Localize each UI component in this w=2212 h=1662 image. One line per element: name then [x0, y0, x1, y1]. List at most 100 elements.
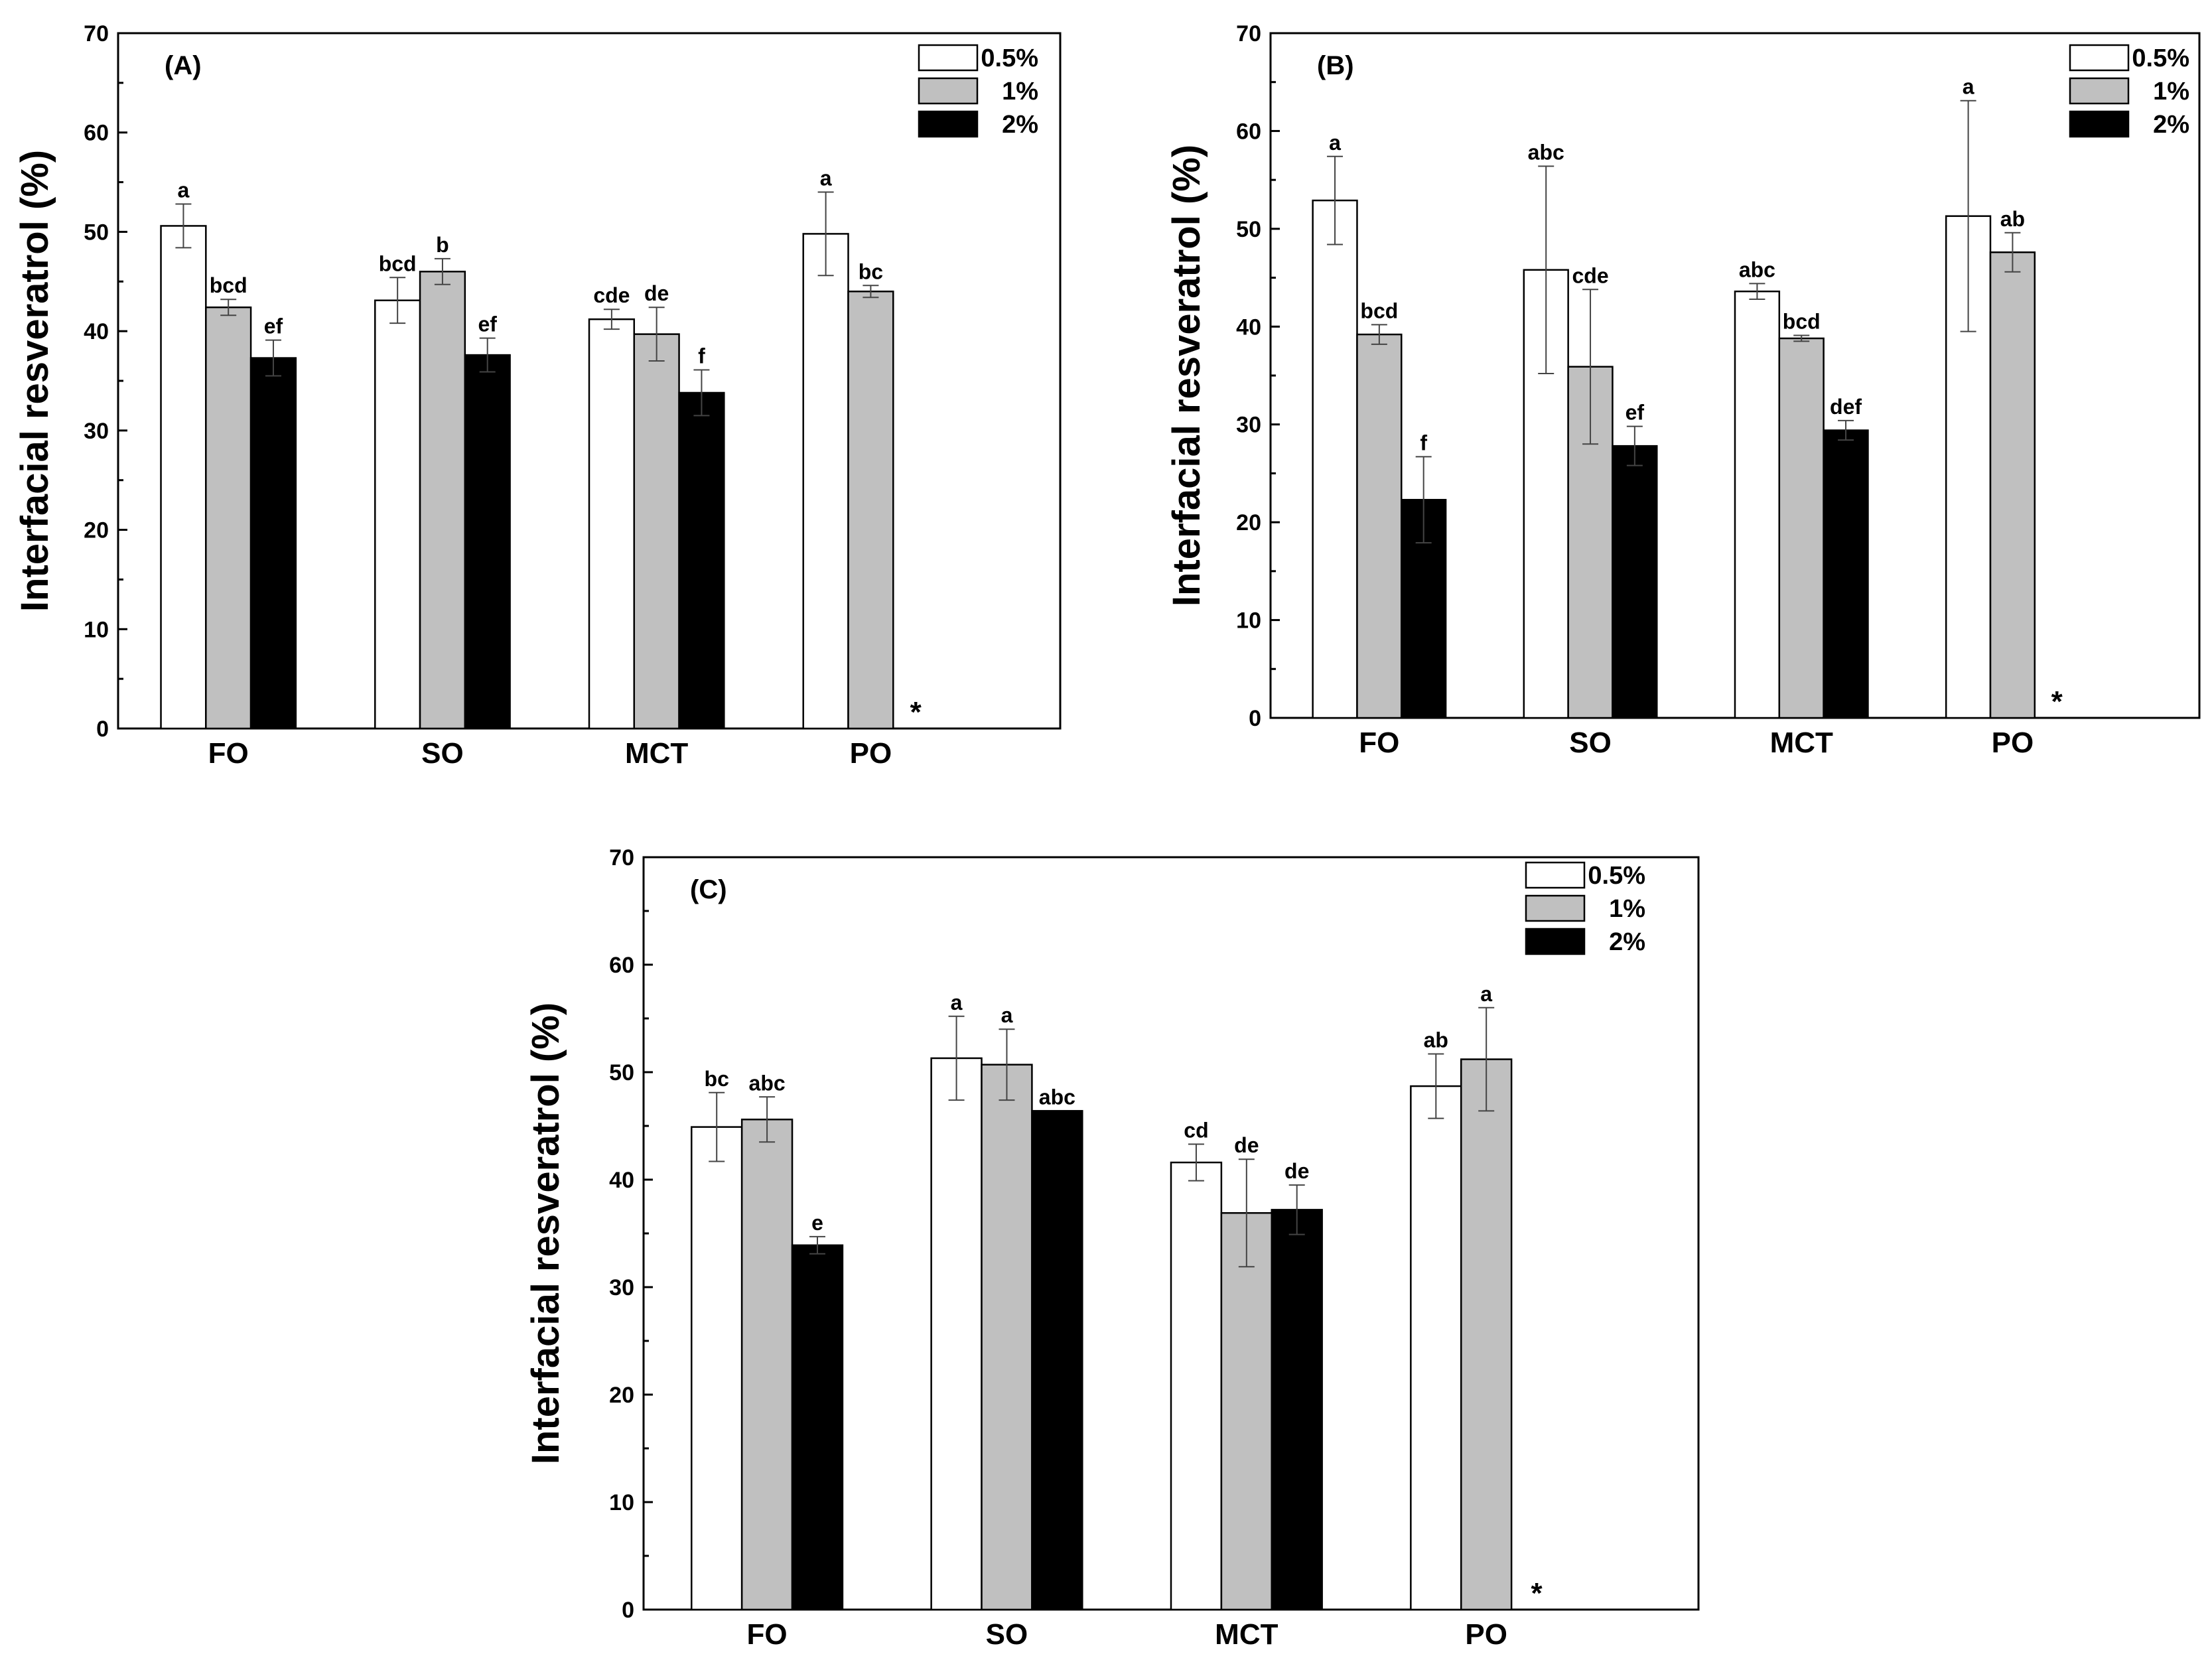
y-tick-label: 60	[84, 121, 109, 146]
significance-label: a	[1480, 982, 1492, 1006]
legend-swatch	[1525, 894, 1586, 922]
y-tick-label: 0	[1249, 706, 1261, 731]
y-tick-label: 30	[609, 1275, 634, 1300]
legend-swatch	[2069, 110, 2130, 138]
x-tick-label: SO	[986, 1618, 1028, 1651]
y-tick-label: 40	[84, 319, 109, 344]
x-tick-label: PO	[850, 737, 892, 770]
significance-label: bc	[859, 259, 883, 283]
x-tick-label: FO	[747, 1618, 788, 1651]
significance-label: a	[820, 167, 832, 190]
bar	[205, 306, 252, 730]
bar	[588, 318, 636, 730]
x-tick-label: MCT	[625, 737, 688, 770]
bar	[633, 333, 680, 730]
y-tick-label: 60	[1236, 119, 1261, 144]
legend-swatch	[918, 44, 979, 72]
bar	[464, 354, 511, 730]
significance-label: cd	[1184, 1119, 1208, 1143]
chart-panel-c: 0 10 20 30 40 50 60 70 Interfacial resveratrol (…	[524, 845, 1700, 1651]
bar	[1823, 429, 1869, 719]
bar	[1734, 290, 1781, 719]
legend-label: 1%	[1609, 895, 1645, 923]
bar	[1031, 1110, 1083, 1611]
significance-label: bcd	[1783, 310, 1821, 334]
y-axis-label: Interfacial resveratrol (%)	[524, 1003, 567, 1464]
significance-label: abc	[749, 1071, 786, 1095]
bar	[791, 1244, 844, 1611]
x-tick-label: FO	[1359, 727, 1399, 759]
y-axis-label: Interfacial resveratrol (%)	[13, 150, 56, 612]
x-tick-label: MCT	[1215, 1618, 1278, 1651]
significance-label: a	[1329, 131, 1341, 155]
significance-label: cde	[1572, 263, 1608, 287]
legend-swatch	[1525, 861, 1586, 889]
legend-swatch	[918, 110, 979, 138]
y-tick-label: 70	[84, 21, 109, 46]
significance-label: a	[951, 991, 963, 1014]
legend-swatch	[918, 77, 979, 105]
y-tick-label: 30	[84, 419, 109, 444]
significance-label: ef	[264, 314, 283, 338]
chart-panel-b: 0 10 20 30 40 50 60 70 Interfacial resveratrol (…	[1165, 21, 2201, 759]
bar	[1271, 1209, 1323, 1611]
bar	[160, 225, 207, 730]
legend-label: 0.5%	[1588, 862, 1645, 890]
bar	[691, 1126, 743, 1611]
y-tick-label: 60	[609, 953, 634, 978]
bar	[374, 299, 421, 730]
significance-label: f	[1420, 431, 1427, 454]
bar	[249, 357, 297, 730]
significance-label: b	[436, 233, 449, 257]
x-tick-label: SO	[1569, 727, 1612, 759]
legend-label: 1%	[2153, 78, 2189, 105]
legend-label: 2%	[2153, 111, 2189, 139]
chart-panel-a: 0 10 20 30 40 50 60 70 Interfacial resveratrol (…	[13, 21, 1062, 770]
y-tick-label: 0	[96, 717, 109, 742]
significance-label: abc	[1528, 141, 1564, 165]
bar	[930, 1057, 983, 1611]
significance-label: de	[1234, 1133, 1259, 1157]
x-tick-label: PO	[1992, 727, 2034, 759]
bar	[1356, 333, 1403, 719]
y-tick-label: 40	[1236, 314, 1261, 340]
y-tick-label: 20	[609, 1383, 634, 1408]
significance-label: de	[1284, 1159, 1309, 1183]
y-tick-label: 10	[84, 617, 109, 642]
bar	[1312, 199, 1358, 719]
bar	[802, 233, 849, 730]
bar	[1989, 251, 2036, 719]
x-tick-label: SO	[421, 737, 464, 770]
significance-label: abc	[1739, 257, 1775, 281]
bar	[1460, 1058, 1513, 1611]
bar	[678, 391, 725, 730]
significance-label: def	[1830, 395, 1862, 419]
missing-marker: *	[2051, 685, 2063, 718]
x-tick-label: MCT	[1770, 727, 1833, 759]
significance-label: ef	[478, 312, 497, 336]
legend-swatch	[2069, 77, 2130, 105]
panel-label: (B)	[1317, 51, 1354, 80]
significance-label: bcd	[379, 251, 417, 275]
y-tick-label: 50	[84, 220, 109, 245]
significance-label: bc	[705, 1067, 729, 1091]
y-tick-label: 50	[1236, 217, 1261, 242]
y-tick-label: 10	[609, 1490, 634, 1515]
y-tick-label: 40	[609, 1168, 634, 1193]
significance-label: abc	[1039, 1085, 1075, 1109]
bar	[740, 1119, 794, 1611]
bar	[1778, 337, 1825, 719]
bar	[981, 1064, 1033, 1611]
missing-marker: *	[1531, 1577, 1543, 1610]
significance-label: a	[1001, 1003, 1013, 1027]
missing-marker: *	[910, 696, 922, 728]
legend-label: 1%	[1002, 78, 1038, 105]
significance-label: de	[644, 281, 669, 305]
significance-label: a	[178, 178, 190, 202]
legend-label: 2%	[1609, 928, 1645, 956]
significance-label: ef	[1625, 401, 1645, 425]
bar	[1410, 1085, 1462, 1611]
y-tick-label: 10	[1236, 608, 1261, 634]
legend-swatch	[2069, 44, 2130, 72]
significance-label: a	[1963, 75, 1974, 99]
